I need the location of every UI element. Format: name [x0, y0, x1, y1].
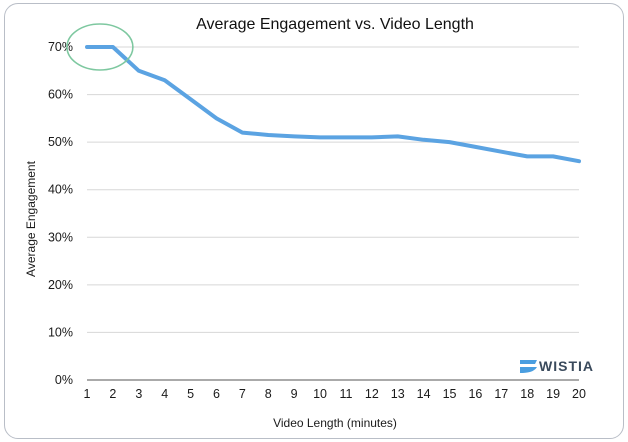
x-tick-label: 10	[313, 387, 327, 401]
x-tick-label: 2	[109, 387, 116, 401]
x-tick-label: 6	[213, 387, 220, 401]
x-tick-label: 5	[187, 387, 194, 401]
y-tick-label: 50%	[48, 135, 73, 149]
x-tick-label: 17	[494, 387, 508, 401]
series-line	[85, 45, 581, 164]
x-tick-label: 20	[572, 387, 586, 401]
chart-frame: Average Engagement vs. Video Length 0% 10…	[4, 3, 624, 439]
x-tick-label: 1	[84, 387, 91, 401]
wistia-logo-icon	[520, 360, 537, 373]
x-tick-labels: 1 2 3 4 5 6 7 8 9 10 11 12 13 14 15 16 17 18 19 20	[84, 387, 586, 401]
x-tick-label: 13	[391, 387, 405, 401]
series-group	[85, 45, 581, 164]
y-tick-label: 30%	[48, 230, 73, 244]
y-tick-label: 10%	[48, 325, 73, 339]
x-tick-label: 3	[135, 387, 142, 401]
wistia-brand-text: WISTIA	[539, 358, 594, 374]
x-tick-label: 15	[443, 387, 457, 401]
y-tick-label: 40%	[48, 183, 73, 197]
x-tick-label: 9	[291, 387, 298, 401]
y-tick-label: 0%	[55, 373, 73, 387]
x-tick-label: 16	[468, 387, 482, 401]
y-axis-label: Average Engagement	[24, 160, 38, 277]
chart: Average Engagement vs. Video Length 0% 10…	[24, 16, 594, 430]
x-tick-label: 11	[339, 387, 352, 401]
x-axis-label: Video Length (minutes)	[273, 416, 397, 430]
y-tick-label: 20%	[48, 278, 73, 292]
x-tick-label: 8	[265, 387, 272, 401]
x-tick-label: 19	[546, 387, 560, 401]
gridlines	[87, 46, 579, 333]
x-tick-label: 4	[161, 387, 168, 401]
highlight-circle	[66, 23, 134, 71]
annotations	[66, 23, 134, 71]
x-tick-label: 7	[239, 387, 246, 401]
x-tick-label: 12	[365, 387, 379, 401]
wistia-watermark: WISTIA	[520, 358, 594, 374]
y-tick-labels: 0% 10% 20% 30% 40% 50% 60% 70%	[48, 40, 73, 387]
chart-title: Average Engagement vs. Video Length	[196, 16, 474, 33]
x-tick-label: 18	[520, 387, 534, 401]
y-tick-label: 60%	[48, 88, 73, 102]
y-tick-label: 70%	[48, 40, 73, 54]
x-tick-label: 14	[417, 387, 431, 401]
